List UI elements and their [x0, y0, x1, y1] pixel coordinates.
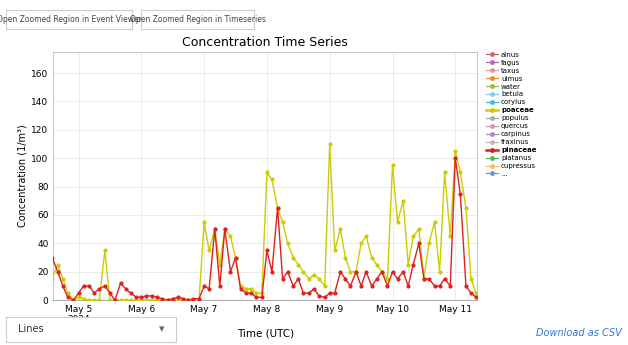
Legend: alnus, fagus, taxus, ulmus, water, betula, corylus, poaceae, populus, quercus, c: alnus, fagus, taxus, ulmus, water, betul… [486, 52, 536, 177]
Title: Concentration Time Series: Concentration Time Series [182, 36, 349, 49]
Text: Open Zoomed Region in Timeseries: Open Zoomed Region in Timeseries [130, 15, 266, 24]
Text: Download as CSV: Download as CSV [536, 328, 622, 338]
Text: Lines: Lines [18, 325, 44, 334]
Text: Open Zoomed Region in Event Viewer: Open Zoomed Region in Event Viewer [0, 15, 141, 24]
Text: ▾: ▾ [160, 325, 165, 334]
Y-axis label: Concentration (1/m³): Concentration (1/m³) [17, 125, 27, 227]
X-axis label: Time (UTC): Time (UTC) [237, 328, 294, 338]
